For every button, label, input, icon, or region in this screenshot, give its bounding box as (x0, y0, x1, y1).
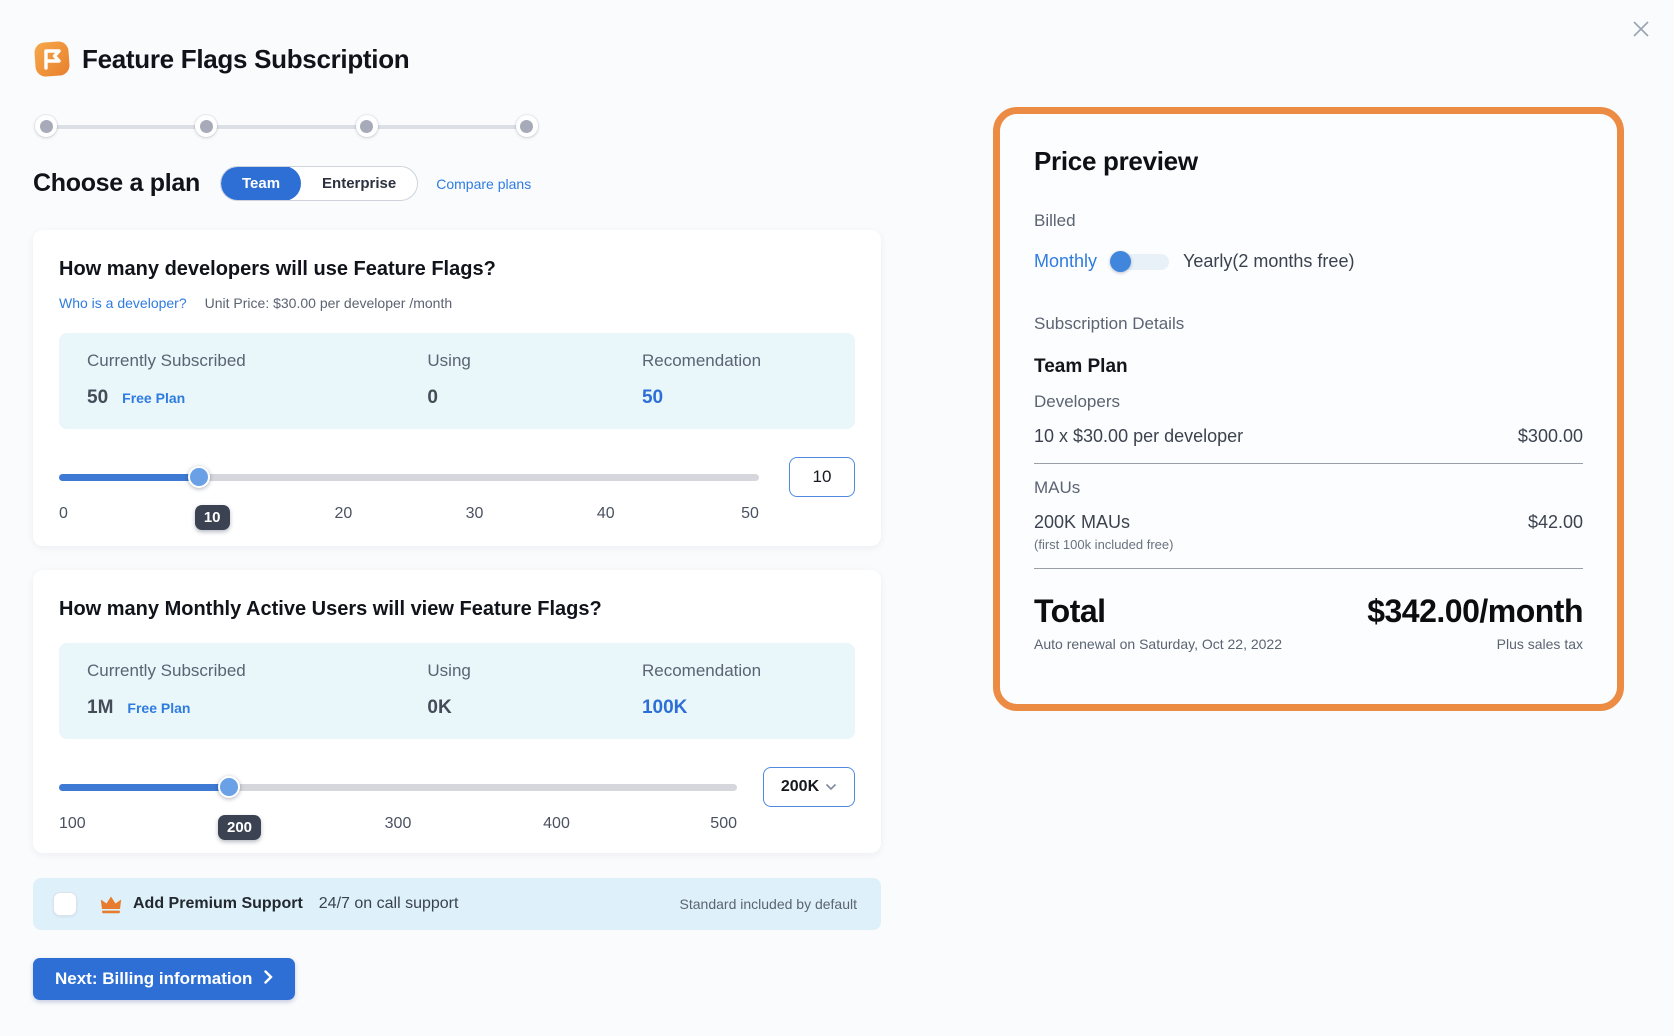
plan-chooser: Choose a plan Team Enterprise Compare pl… (33, 166, 531, 201)
currently-subscribed-label: Currently Subscribed (87, 351, 246, 370)
developers-line-item: 10 x $30.00 per developer (1034, 426, 1244, 446)
maus-dropdown-value: 200K (780, 778, 820, 795)
chevron-down-icon (825, 778, 837, 796)
using-value: 0 (427, 387, 438, 408)
billing-yearly-option[interactable]: Yearly(2 months free) (1183, 251, 1355, 271)
developers-count-input[interactable] (789, 457, 855, 497)
plan-type-toggle: Team Enterprise (219, 166, 419, 201)
tick-label: 0 (59, 505, 68, 522)
developers-card-heading: How many developers will use Feature Fla… (59, 258, 496, 280)
maus-card: How many Monthly Active Users will view … (33, 570, 881, 853)
billing-monthly-option[interactable]: Monthly (1034, 251, 1098, 271)
slider-value-badge: 10 (194, 505, 230, 530)
tick-label: 300 (384, 815, 412, 832)
premium-support-title: Add Premium Support (133, 895, 303, 912)
step-dot-3 (355, 115, 378, 137)
developers-stats-box: Currently Subscribed 50 Free Plan Using … (59, 333, 855, 429)
auto-renewal-note: Auto renewal on Saturday, Oct 22, 2022 (1034, 636, 1283, 652)
step-dot-4 (515, 115, 538, 137)
maus-dropdown[interactable]: 200K (763, 767, 855, 807)
next-billing-label: Next: Billing information (55, 969, 253, 988)
slider-fill (59, 784, 229, 791)
price-preview-heading: Price preview (1034, 146, 1198, 176)
recommendation-label: Recomendation (641, 351, 762, 370)
developers-item-label: Developers (1034, 392, 1120, 411)
maus-price: $42.00 (1527, 512, 1583, 532)
total-value: $342.00/month (1367, 593, 1583, 629)
tick-label: 20 (334, 505, 353, 522)
maus-stats-box: Currently Subscribed 1M Free Plan Using … (59, 643, 855, 739)
tick-label: 40 (596, 505, 615, 522)
chevron-right-icon (264, 969, 274, 989)
divider (1034, 463, 1583, 464)
using-label: Using (427, 351, 471, 370)
toggle-knob[interactable] (1110, 250, 1132, 272)
compare-plans-link[interactable]: Compare plans (436, 175, 532, 192)
currently-subscribed-value: 1M (87, 697, 114, 718)
team-plan-tab[interactable]: Team (220, 167, 302, 200)
using-value: 0K (427, 697, 452, 718)
free-plan-badge: Free Plan (122, 390, 186, 406)
premium-support-row: Add Premium Support 24/7 on call support… (33, 878, 881, 930)
free-plan-badge: Free Plan (127, 700, 191, 716)
premium-support-checkbox[interactable] (53, 892, 77, 916)
plan-name: Team Plan (1034, 356, 1128, 377)
maus-line-item: 200K MAUs (1034, 512, 1131, 532)
recommendation-value: 50 (641, 387, 664, 408)
currently-subscribed-label: Currently Subscribed (87, 661, 246, 680)
tick-label: 100 (59, 815, 86, 832)
crown-icon (99, 893, 123, 915)
slider-track[interactable] (59, 784, 737, 791)
billing-period-toggle[interactable] (1110, 250, 1170, 272)
developers-card: How many developers will use Feature Fla… (33, 230, 881, 546)
slider-fill (59, 474, 199, 481)
total-label: Total (1034, 593, 1106, 629)
sales-tax-note: Plus sales tax (1496, 636, 1583, 652)
tick-label: 50 (741, 505, 759, 522)
billed-label: Billed (1034, 211, 1076, 230)
subscription-details-label: Subscription Details (1034, 314, 1185, 333)
who-is-developer-link[interactable]: Who is a developer? (59, 295, 187, 311)
using-label: Using (427, 661, 471, 680)
recommendation-value: 100K (641, 697, 688, 718)
maus-slider[interactable] (59, 776, 737, 798)
maus-included-note: (first 100k included free) (1034, 537, 1174, 552)
divider (1034, 568, 1583, 569)
developers-slider-handle[interactable] (188, 466, 210, 488)
developers-price: $300.00 (1517, 426, 1583, 446)
currently-subscribed-value: 50 (87, 387, 109, 408)
next-billing-button[interactable]: Next: Billing information (33, 958, 296, 1000)
stepper-line (46, 125, 527, 129)
tick-label: 30 (465, 505, 484, 522)
tick-label: 400 (543, 815, 570, 832)
premium-support-subtitle: 24/7 on call support (318, 895, 459, 912)
app-logo (33, 40, 71, 78)
slider-track[interactable] (59, 474, 759, 481)
premium-support-note: Standard included by default (679, 896, 857, 912)
progress-stepper (35, 115, 538, 139)
step-dot-2 (195, 115, 218, 137)
maus-slider-handle[interactable] (217, 776, 240, 798)
price-preview-panel: Price preview Billed Monthly Yearly(2 mo… (993, 107, 1624, 711)
tick-label: 500 (710, 815, 737, 832)
maus-item-label: MAUs (1034, 478, 1081, 497)
unit-price-text: Unit Price: $30.00 per developer /month (204, 295, 453, 311)
developers-slider[interactable] (59, 466, 759, 488)
maus-card-heading: How many Monthly Active Users will view … (59, 598, 602, 620)
step-dot-1 (35, 115, 57, 137)
recommendation-label: Recomendation (641, 661, 762, 680)
choose-plan-heading: Choose a plan (33, 169, 200, 197)
close-icon[interactable] (1626, 14, 1656, 44)
enterprise-plan-tab[interactable]: Enterprise (322, 175, 397, 192)
page-title: Feature Flags Subscription (82, 44, 410, 74)
slider-value-badge: 200 (217, 815, 262, 840)
